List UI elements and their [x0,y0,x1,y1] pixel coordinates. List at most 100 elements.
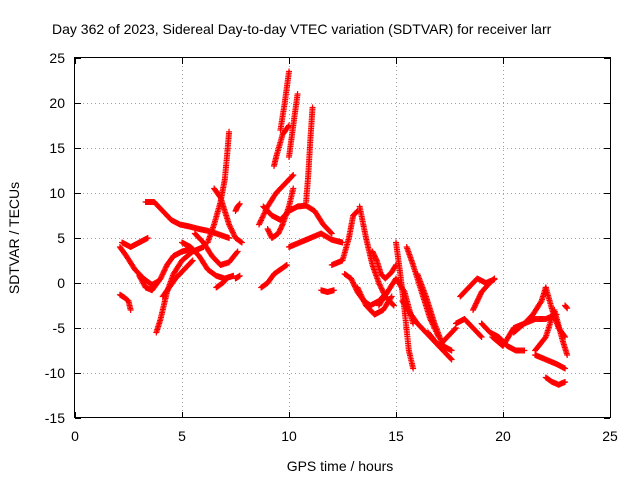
data-point [157,275,164,282]
data-point [229,228,236,235]
data-point [410,365,417,372]
data-point [561,332,568,339]
series-arc27 [356,203,397,309]
series-arc28 [354,284,395,318]
data-point [290,172,297,178]
data-point [223,275,230,282]
data-point [278,222,285,229]
series-arc13 [232,200,243,214]
series-arc10 [204,128,233,246]
series-arc29 [369,248,399,282]
data-point [478,334,485,340]
plot-frame [74,57,611,418]
data-point [330,287,337,294]
data-point [226,221,233,228]
y-tick-label: -5 [53,320,66,336]
data-point [259,214,266,221]
series-arc11 [211,185,245,246]
y-tick-label: 5 [57,230,65,246]
data-point [351,282,358,289]
data-point [379,286,386,293]
data-point [226,235,233,241]
data-point [339,239,346,246]
data-point [261,210,268,217]
series-arc45 [542,374,569,388]
y-tick-label: 20 [49,95,65,111]
series-arc3 [116,291,134,313]
data-point [160,270,167,277]
data-point [160,268,167,275]
y-tick-label: 15 [49,140,65,156]
data-point [392,263,399,270]
data-point [294,91,301,97]
x-tick-label: 0 [71,428,79,444]
data-point [387,294,394,301]
series-arc20 [286,91,301,160]
data-point [477,333,484,340]
series-arc46 [562,302,571,312]
x-axis-label: GPS time / hours [287,458,394,474]
data-point [350,280,357,287]
data-point [258,215,265,222]
data-point [328,230,335,237]
data-point [390,302,397,309]
data-point [490,276,497,283]
data-point [327,229,334,236]
x-tick-label: 20 [495,428,511,444]
data-point [537,299,544,306]
grid [75,58,610,418]
data-point [162,266,169,273]
axis-ticks: 0 5 10 15 20 25 -15 -10 -5 0 5 10 15 20 25 [45,50,618,444]
y-tick-label: -10 [45,365,65,381]
data-point [144,235,151,241]
data-point [262,207,269,214]
data-point [309,104,316,111]
data-point [216,193,223,200]
data-point [379,288,386,295]
data-point [228,226,235,233]
data-point [390,301,397,308]
data-point [358,292,365,299]
data-point [541,335,548,342]
data-point [349,279,356,286]
data-point [377,282,384,289]
data-point [359,295,366,302]
data-point [290,185,297,192]
data-point [564,305,571,312]
data-point [189,257,196,264]
data-point [261,209,268,216]
data-point [256,221,263,228]
y-tick-label: 10 [49,185,65,201]
data-point [226,222,233,229]
data-point [238,239,245,246]
series-arc22 [303,104,316,205]
data-point [521,347,528,354]
y-tick-label: 0 [57,275,65,291]
data-point [162,264,169,271]
series-arc21 [286,230,346,250]
series-arc25 [328,208,361,268]
data-point [357,290,364,297]
data-point [158,274,165,281]
series-arc15 [260,202,335,237]
series-arc14 [232,272,243,282]
series-arc17 [264,185,297,241]
data-point [234,248,241,255]
data-point [231,232,238,239]
series-arc12 [213,275,230,291]
data-point [349,278,356,285]
data-point [230,230,237,237]
y-axis-label: SDTVAR / TECUs [6,182,22,294]
data-point [361,299,368,306]
data-point [562,334,569,340]
series-arc9 [191,230,241,268]
data-point [227,224,234,231]
y-tick-label: 25 [49,50,65,66]
data-point [229,229,236,236]
series-arc43 [542,284,569,340]
data-point [562,365,569,372]
data-point [263,206,270,213]
data-point [127,307,134,313]
data-point [236,272,243,279]
data-point [562,379,569,385]
